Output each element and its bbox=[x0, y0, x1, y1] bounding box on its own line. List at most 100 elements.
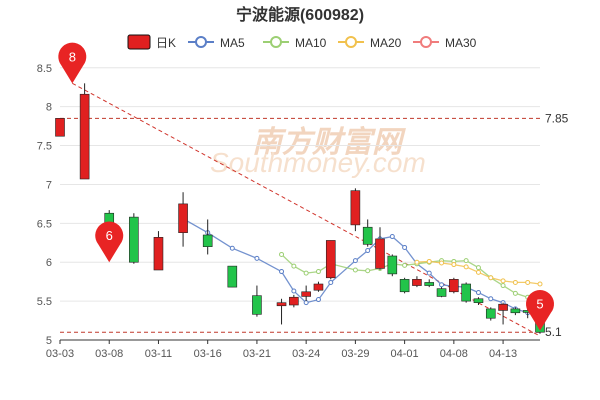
x-axis: 03-03 03-08 03-11 03-16 03-21 03-24 03-29 04-01… bbox=[46, 339, 540, 360]
candle-up bbox=[301, 291, 311, 297]
x-tick-label: 04-13 bbox=[489, 348, 517, 360]
legend-swatch-MA20 bbox=[345, 36, 357, 48]
candle-up bbox=[178, 203, 188, 233]
ma-point-MA20 bbox=[512, 279, 518, 285]
candle-down bbox=[436, 288, 447, 297]
legend-label-日K: 日K bbox=[156, 36, 176, 50]
ma-point-MA10 bbox=[512, 290, 518, 296]
ma-point-MA5 bbox=[475, 290, 481, 296]
candle-up bbox=[276, 302, 287, 307]
candle-down bbox=[202, 234, 213, 247]
ma-line-MA10 bbox=[281, 253, 541, 302]
legend-label-MA30: MA30 bbox=[445, 36, 477, 50]
x-tick-label: 03-24 bbox=[292, 348, 320, 360]
ma-point-MA5 bbox=[279, 269, 285, 275]
candle-up bbox=[153, 237, 164, 271]
ma-point-MA20 bbox=[500, 278, 506, 284]
reference-label: 5.1 bbox=[545, 325, 562, 339]
y-tick-label: 5 bbox=[46, 335, 52, 347]
candlesticks bbox=[55, 83, 545, 334]
candle-down bbox=[252, 295, 262, 315]
chart-legend: 日K MA5 MA10 MA20 MA30 bbox=[127, 34, 477, 50]
ma-point-MA5 bbox=[352, 258, 358, 264]
ma-point-MA5 bbox=[439, 282, 445, 288]
marker-pin bbox=[95, 221, 124, 263]
candle-down bbox=[473, 298, 484, 303]
legend-label-MA20: MA20 bbox=[370, 36, 402, 50]
ma-point-MA10 bbox=[291, 263, 297, 269]
candle-up bbox=[350, 190, 361, 226]
ma-point-MA5 bbox=[365, 248, 371, 254]
legend-swatch-MA30 bbox=[420, 36, 432, 48]
ma-point-MA20 bbox=[475, 269, 481, 275]
x-tick-label: 04-01 bbox=[391, 348, 419, 360]
ma-point-MA20 bbox=[488, 275, 494, 281]
ma-point-MA10 bbox=[352, 267, 358, 273]
ma-point-MA5 bbox=[229, 245, 235, 251]
y-tick-label: 8 bbox=[46, 102, 52, 114]
x-tick-label: 03-16 bbox=[194, 348, 222, 360]
candle-up bbox=[325, 240, 336, 279]
reference-label: 7.85 bbox=[545, 111, 569, 125]
ma-point-MA5 bbox=[402, 244, 408, 250]
legend-label-MA10: MA10 bbox=[295, 36, 327, 50]
ma-point-MA10 bbox=[402, 262, 408, 268]
y-tick-label: 7.5 bbox=[37, 141, 52, 153]
ma-point-MA20 bbox=[451, 262, 457, 268]
watermark-en: Southmoney.com bbox=[210, 147, 426, 178]
ma-point-MA20 bbox=[537, 281, 543, 287]
candle-up bbox=[313, 283, 324, 291]
ma-point-MA5 bbox=[328, 279, 334, 285]
ma-point-MA20 bbox=[414, 259, 420, 265]
candle-up bbox=[79, 93, 90, 180]
marker-label: 6 bbox=[106, 228, 113, 243]
x-tick-label: 03-08 bbox=[95, 348, 123, 360]
y-tick-label: 6.5 bbox=[37, 218, 52, 230]
ma-point-MA5 bbox=[254, 255, 260, 261]
marker-pin bbox=[58, 42, 87, 84]
candle-down bbox=[362, 226, 373, 245]
ma-point-MA5 bbox=[315, 297, 321, 303]
x-tick-label: 03-21 bbox=[243, 348, 271, 360]
y-tick-label: 6 bbox=[46, 257, 52, 269]
chart-title: 宁波能源(600982) bbox=[236, 5, 364, 24]
ma-point-MA20 bbox=[426, 258, 432, 264]
ma-point-MA5 bbox=[389, 234, 395, 240]
legend-swatch-MA10 bbox=[270, 36, 282, 48]
candle-down bbox=[510, 308, 521, 314]
reference-lines: 7.85 5.1 bbox=[60, 111, 569, 339]
candle-down bbox=[461, 283, 471, 302]
candle-down bbox=[399, 279, 410, 293]
ma-point-MA20 bbox=[439, 260, 445, 266]
ma-point-MA5 bbox=[488, 296, 494, 302]
candle-up bbox=[289, 296, 299, 306]
ma-point-MA10 bbox=[365, 268, 371, 274]
y-tick-label: 5.5 bbox=[37, 296, 52, 308]
candle-down bbox=[387, 255, 398, 275]
ma-point-MA5 bbox=[291, 288, 297, 294]
candle-up bbox=[412, 279, 422, 286]
candle-up bbox=[449, 279, 459, 293]
ma-point-MA5 bbox=[426, 270, 432, 276]
marker-label: 5 bbox=[536, 297, 543, 312]
ma-point-MA20 bbox=[525, 279, 531, 285]
x-tick-label: 03-29 bbox=[341, 348, 369, 360]
ma-point-MA20 bbox=[463, 264, 469, 270]
candle-down bbox=[485, 308, 496, 319]
candle-up bbox=[498, 303, 508, 311]
y-tick-label: 7 bbox=[46, 179, 52, 191]
candle-down bbox=[424, 282, 435, 286]
price-markers: 8 6 5 bbox=[58, 42, 554, 331]
marker-pin bbox=[526, 290, 554, 331]
candle-down bbox=[129, 216, 139, 263]
ma-point-MA5 bbox=[303, 300, 309, 306]
legend-label-MA5: MA5 bbox=[220, 36, 245, 50]
x-tick-label: 04-08 bbox=[440, 348, 468, 360]
y-tick-label: 8.5 bbox=[37, 63, 52, 75]
y-axis: 5 5.5 6 6.5 7 7.5 8 8.5 bbox=[37, 63, 52, 347]
watermark-cn: 南方财富网 bbox=[252, 125, 406, 159]
watermark: 南方财富网 Southmoney.com bbox=[210, 125, 426, 178]
candle-down bbox=[227, 265, 238, 288]
ma-point-MA10 bbox=[463, 258, 469, 264]
